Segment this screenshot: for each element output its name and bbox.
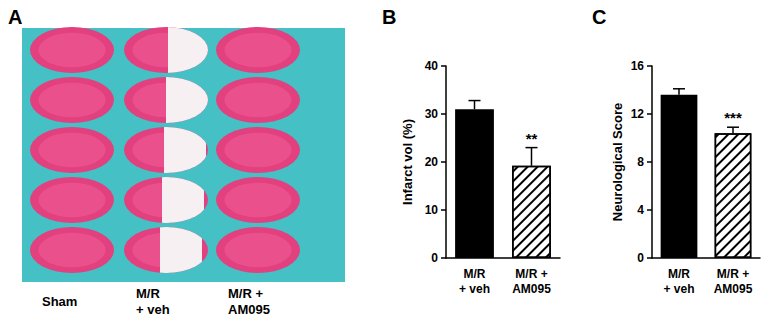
svg-text:AM095: AM095 <box>512 282 551 296</box>
svg-text:0: 0 <box>431 251 438 265</box>
svg-text:8: 8 <box>637 155 644 169</box>
svg-text:M/R+ veh: M/R+ veh <box>136 286 170 317</box>
svg-text:AM095: AM095 <box>714 282 753 296</box>
svg-text:C: C <box>592 6 606 28</box>
svg-text:40: 40 <box>425 59 439 73</box>
svg-text:12: 12 <box>631 107 645 121</box>
svg-text:***: *** <box>724 109 742 126</box>
svg-text:+ veh: + veh <box>663 282 694 296</box>
svg-text:Sham: Sham <box>42 294 77 309</box>
svg-text:M/R +: M/R + <box>515 267 547 281</box>
svg-text:Infarct vol (%): Infarct vol (%) <box>400 119 415 205</box>
svg-text:10: 10 <box>425 203 439 217</box>
svg-text:B: B <box>382 6 396 28</box>
svg-text:M/R +: M/R + <box>717 267 749 281</box>
svg-text:M/R: M/R <box>464 267 486 281</box>
svg-text:**: ** <box>526 130 538 147</box>
svg-text:A: A <box>8 6 22 28</box>
svg-text:4: 4 <box>637 203 644 217</box>
svg-text:+ veh: + veh <box>459 282 490 296</box>
svg-text:16: 16 <box>631 59 645 73</box>
svg-text:M/R +AM095: M/R +AM095 <box>228 286 270 317</box>
svg-text:0: 0 <box>637 251 644 265</box>
svg-text:M/R: M/R <box>668 267 690 281</box>
svg-text:20: 20 <box>425 155 439 169</box>
svg-text:Neurological Score: Neurological Score <box>610 103 625 221</box>
svg-text:30: 30 <box>425 107 439 121</box>
